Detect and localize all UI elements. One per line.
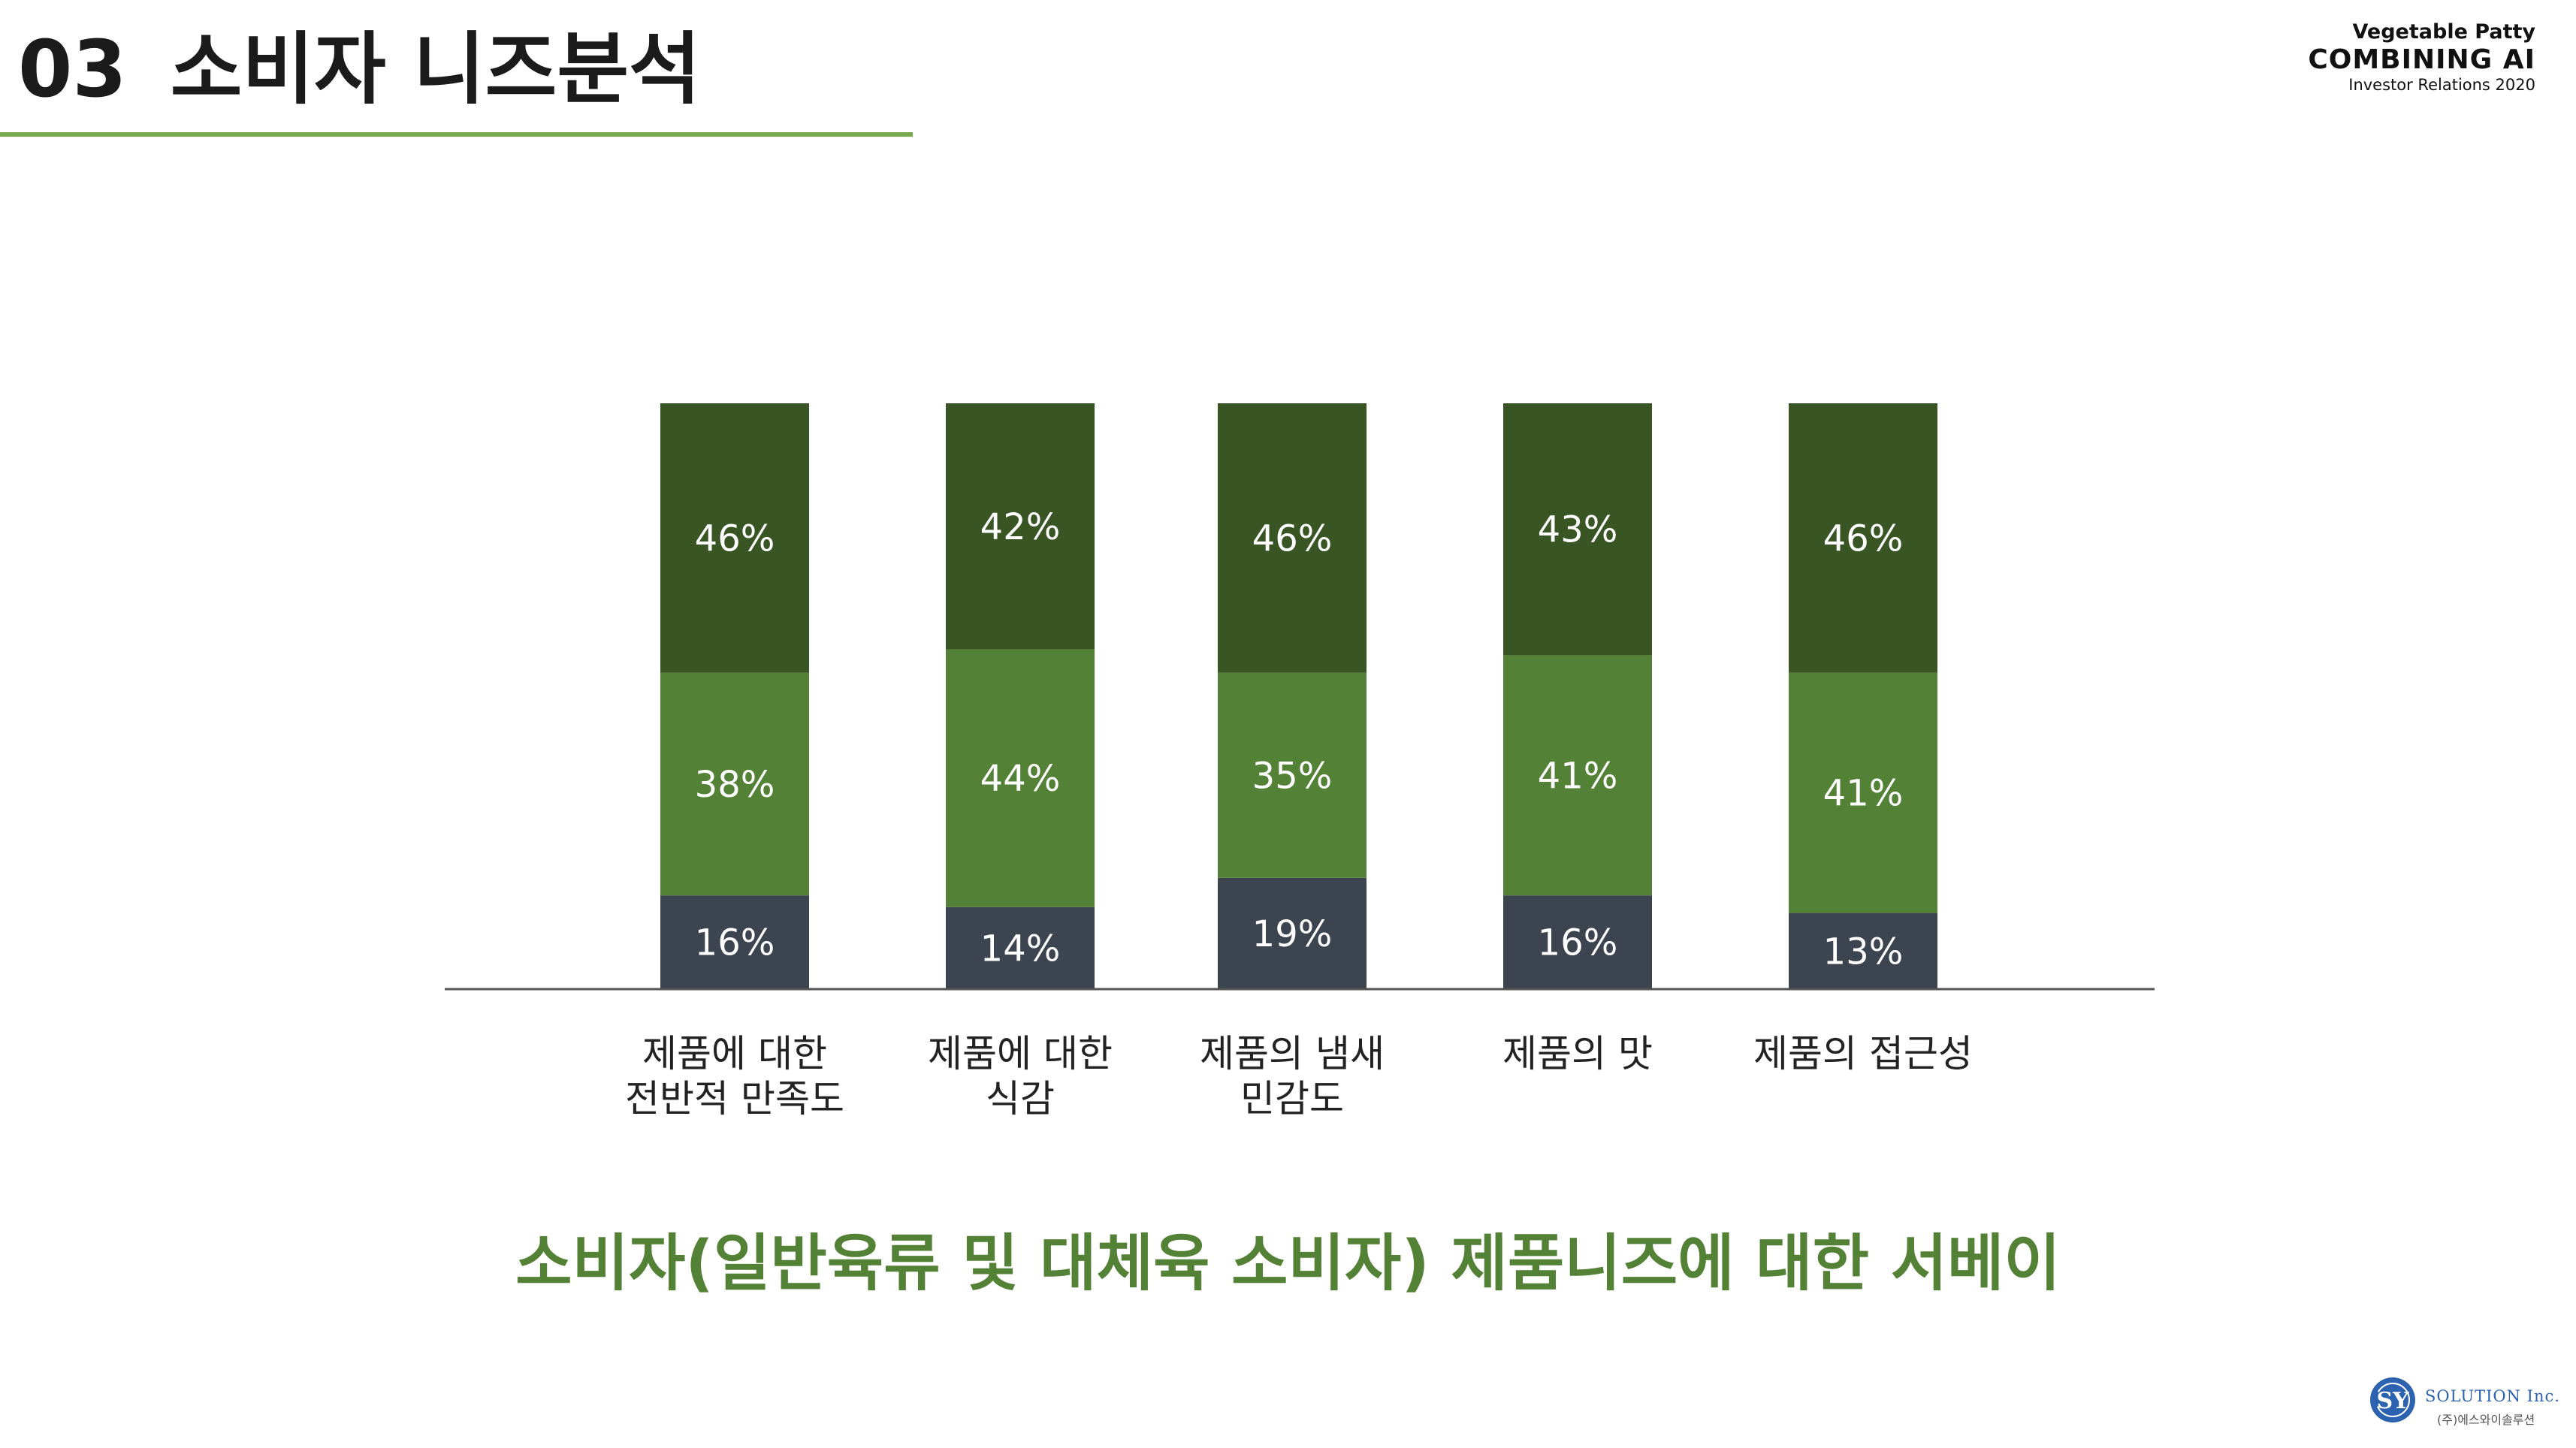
data-label: 46% (1823, 517, 1904, 560)
data-label: 16% (695, 922, 775, 964)
company-logo: SY SOLUTION Inc. (주)에스와이솔루션 (2368, 1375, 2559, 1435)
bar-segment (660, 895, 809, 989)
bar-segment (660, 403, 809, 673)
bar-segment (1503, 655, 1652, 896)
data-label: 38% (695, 764, 775, 806)
bar-segment (1789, 913, 1937, 989)
data-label: 46% (695, 517, 775, 560)
category-label: 제품의 맛 (1502, 1032, 1653, 1075)
bar-segment (1218, 877, 1367, 989)
sy-logo-icon: SY (2370, 1377, 2415, 1422)
data-label: 46% (1252, 517, 1333, 560)
category-label: 민감도 (1240, 1077, 1344, 1121)
brand-line-1: Vegetable Patty (2352, 20, 2536, 44)
data-label: 13% (1823, 931, 1904, 973)
category-label: 전반적 만족도 (625, 1077, 844, 1121)
bar-segment (1503, 403, 1652, 656)
bar-segment (1789, 403, 1937, 673)
page-heading: 03 소비자 니즈분석 (18, 30, 701, 108)
section-number: 03 (18, 23, 127, 115)
brand-block: Vegetable Patty COMBINING AI Investor Re… (2308, 20, 2535, 95)
bar-segment (1789, 672, 1937, 913)
bar-segment (946, 403, 1095, 650)
page-title: 소비자 니즈분석 (170, 23, 701, 115)
data-label: 43% (1538, 509, 1618, 551)
category-label: 제품의 냄새 (1200, 1032, 1385, 1075)
bar-segment (1218, 403, 1367, 673)
bar-segment (660, 672, 809, 896)
data-label: 35% (1252, 755, 1333, 797)
data-label: 42% (980, 506, 1061, 548)
data-label: 44% (980, 758, 1061, 800)
bar-segment (946, 907, 1095, 989)
category-label: 제품의 접근성 (1753, 1032, 1973, 1075)
category-label: 제품에 대한 (928, 1032, 1113, 1075)
data-label: 14% (980, 928, 1061, 970)
bar-segment (946, 649, 1095, 907)
brand-line-2: COMBINING AI (2308, 44, 2535, 75)
data-label: 16% (1538, 922, 1618, 964)
logo-name: SOLUTION Inc. (2425, 1387, 2560, 1405)
category-label: 제품에 대한 (642, 1032, 827, 1075)
brand-line-3: Investor Relations 2020 (2348, 76, 2535, 94)
logo-subtitle: (주)에스와이솔루션 (2437, 1413, 2535, 1427)
data-label: 19% (1252, 913, 1333, 955)
logo-mark-text: SY (2376, 1388, 2409, 1414)
chart-caption: 소비자(일반육류 및 대체육 소비자) 제품니즈에 대한 서베이 (515, 1228, 2061, 1299)
data-label: 41% (1538, 755, 1618, 797)
category-label: 식감 (986, 1077, 1055, 1121)
data-label: 41% (1823, 773, 1904, 815)
heading-underline (0, 132, 913, 137)
bar-segment (1218, 672, 1367, 878)
bar-segment (1503, 895, 1652, 989)
